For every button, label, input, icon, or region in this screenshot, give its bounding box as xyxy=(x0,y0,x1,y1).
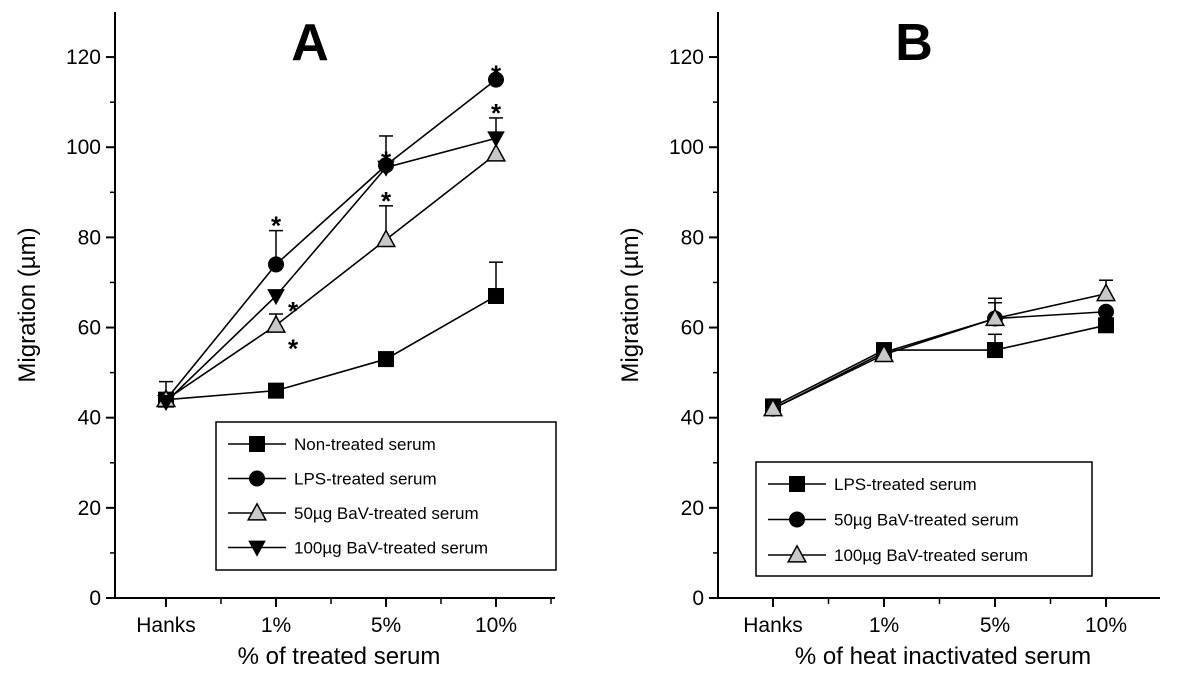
legend-marker xyxy=(789,476,805,492)
series-2: ** xyxy=(155,143,507,408)
legend-marker xyxy=(248,540,266,557)
significance-star: * xyxy=(491,60,502,90)
y-tick-label: 60 xyxy=(78,317,101,340)
y-tick-label: 20 xyxy=(78,497,101,520)
series-line xyxy=(772,292,1107,410)
legend-label: 50µg BaV-treated serum xyxy=(834,511,1019,530)
data-point xyxy=(375,228,397,248)
x-tick-label: 5% xyxy=(371,614,401,637)
y-tick-label: 120 xyxy=(66,46,101,69)
y-tick-label: 100 xyxy=(66,136,101,159)
y-tick-label: 40 xyxy=(681,407,704,430)
legend-marker xyxy=(249,436,265,452)
data-point xyxy=(267,289,285,306)
y-tick-label: 20 xyxy=(681,497,704,520)
legend-marker xyxy=(786,544,808,563)
legend-label: LPS-treated serum xyxy=(294,470,437,489)
x-tick-label: Hanks xyxy=(743,614,803,637)
data-point xyxy=(268,256,284,273)
series-3: ** xyxy=(157,98,505,412)
x-tick-label: 5% xyxy=(980,614,1010,637)
legend-marker xyxy=(246,502,268,521)
series-1 xyxy=(765,297,1114,417)
data-point xyxy=(762,397,784,417)
panel-b: 0 20 40 60 80 100 120 Hanks 1% 5% 10% Migration (µm… xyxy=(617,12,1160,670)
data-point xyxy=(1098,303,1114,320)
significance-star: * xyxy=(491,98,502,128)
x-tick-label: 1% xyxy=(869,614,899,637)
panel-a: 0 20 40 60 80 100 120 Hanks 1% 5% 10% Migration (µm… xyxy=(14,12,557,670)
panel-label: A xyxy=(291,14,329,72)
data-point xyxy=(488,71,504,88)
data-point xyxy=(873,343,895,363)
significance-star: * xyxy=(381,186,392,216)
series-0 xyxy=(158,261,504,408)
data-point xyxy=(265,314,287,333)
y-tick-label: 100 xyxy=(669,136,704,159)
data-point xyxy=(377,160,395,177)
series-1: *** xyxy=(158,60,504,408)
significance-star: * xyxy=(288,333,299,363)
series-line xyxy=(165,78,497,401)
legend-box xyxy=(215,421,557,571)
x-tick-label: 1% xyxy=(261,614,291,637)
legend-marker xyxy=(789,511,805,528)
series-line xyxy=(165,137,497,403)
series-0 xyxy=(765,317,1114,415)
data-point xyxy=(1095,282,1117,302)
series-2 xyxy=(762,279,1117,417)
y-tick-label: 0 xyxy=(692,587,704,610)
x-tick-label: Hanks xyxy=(136,614,196,637)
data-point xyxy=(987,342,1003,359)
panel-label: B xyxy=(895,14,933,72)
data-point xyxy=(488,287,504,304)
data-point xyxy=(157,395,175,412)
data-point xyxy=(1098,317,1114,334)
legend-label: 100µg BaV-treated serum xyxy=(294,539,488,558)
legend-label: 50µg BaV-treated serum xyxy=(294,504,479,523)
data-point xyxy=(487,131,505,148)
series-line xyxy=(772,310,1107,410)
y-tick-label: 120 xyxy=(669,46,704,69)
x-tick-label: 10% xyxy=(475,614,517,637)
legend: LPS-treated serum 50µg BaV-treated serum 1… xyxy=(755,461,1093,577)
series-line xyxy=(165,153,497,401)
x-axis-title: % of treated serum xyxy=(238,643,441,670)
x-tick-label: 10% xyxy=(1085,614,1127,637)
y-tick-label: 80 xyxy=(681,226,704,249)
y-tick-label: 40 xyxy=(78,407,101,430)
x-axis-title: % of heat inactivated serum xyxy=(795,643,1091,670)
y-axis-title: Migration (µm) xyxy=(14,227,41,382)
data-point xyxy=(378,351,394,368)
data-point xyxy=(268,382,284,399)
significance-star: * xyxy=(288,296,299,326)
legend-marker xyxy=(249,470,265,487)
data-point xyxy=(485,143,507,162)
legend-label: 100µg BaV-treated serum xyxy=(834,546,1028,565)
legend: Non-treated serum LPS-treated serum 50µg B… xyxy=(215,421,557,571)
y-tick-label: 80 xyxy=(78,226,101,249)
legend-label: LPS-treated serum xyxy=(834,475,977,494)
y-tick-label: 0 xyxy=(89,587,101,610)
y-tick-label: 60 xyxy=(681,317,704,340)
legend-label: Non-treated serum xyxy=(294,435,436,454)
y-axis-title: Migration (µm) xyxy=(617,227,644,382)
series-line xyxy=(772,324,1107,408)
series-line xyxy=(165,295,497,401)
data-point xyxy=(984,307,1006,327)
significance-star: * xyxy=(271,211,282,241)
